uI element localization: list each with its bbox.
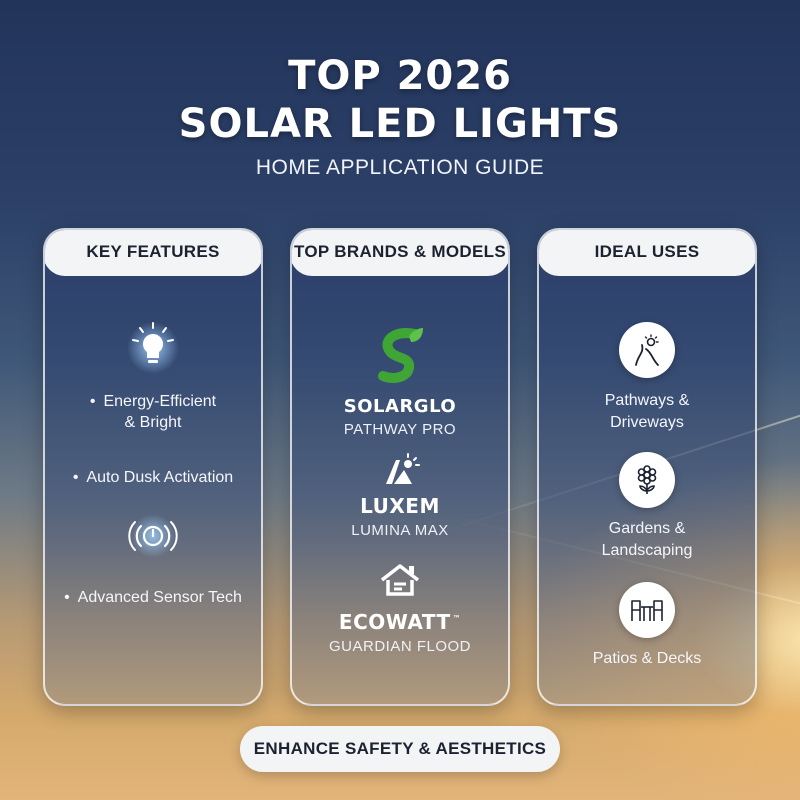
use-text: Pathways & <box>604 392 690 409</box>
use-gardens: Gardens & Landscaping <box>539 518 755 562</box>
feature-auto-dusk: • Auto Dusk Activation <box>45 467 261 488</box>
brand-name: LUXEM <box>360 494 440 518</box>
lightbulb-icon <box>45 318 261 379</box>
panel-heading: TOP BRANDS & MODELS <box>292 230 508 276</box>
panel-heading: IDEAL USES <box>539 230 755 276</box>
feature-energy-efficient: • Energy-Efficient & Bright <box>45 391 261 433</box>
brand-ecowatt: ECOWATT ™ GUARDIAN FLOOD <box>292 610 508 655</box>
feature-text: Energy-Efficient <box>103 393 217 410</box>
brand-model: PATHWAY PRO <box>343 421 457 438</box>
brand-name: ECOWATT <box>338 610 451 634</box>
use-patios: Patios & Decks <box>539 648 755 670</box>
flower-icon <box>619 452 675 508</box>
title-line-2: SOLAR LED LIGHTS <box>178 101 622 147</box>
trademark-mark: ™ <box>452 614 462 624</box>
sensor-icon <box>45 512 261 565</box>
pathway-icon <box>619 322 675 378</box>
subtitle: HOME APPLICATION GUIDE <box>255 156 545 179</box>
use-text: Landscaping <box>601 542 693 559</box>
feature-text: Auto Dusk Activation <box>86 469 234 486</box>
use-pathways: Pathways & Driveways <box>539 390 755 434</box>
brand-name: SOLARGLO <box>343 396 457 417</box>
ideal-uses-panel: IDEAL USES Pathways & Driveways <box>537 228 757 706</box>
brand-solarglo: SOLARGLO PATHWAY PRO <box>292 396 508 438</box>
use-text: Driveways <box>610 414 684 431</box>
feature-text: & Bright <box>124 414 182 431</box>
brand-luxem: LUXEM LUMINA MAX <box>292 494 508 539</box>
brands-panel: TOP BRANDS & MODELS SOLARGLO PATHWAY PRO… <box>290 228 510 706</box>
sun-panel-logo <box>292 452 508 493</box>
footer-pill: ENHANCE SAFETY & AESTHETICS <box>240 726 560 772</box>
brand-model: LUMINA MAX <box>351 522 449 539</box>
feature-text: Advanced Sensor Tech <box>77 589 242 606</box>
key-features-panel: KEY FEATURES • Energy-Efficient & Brigh <box>43 228 263 706</box>
panel-heading: KEY FEATURES <box>45 230 261 276</box>
title-line-1: TOP 2026 <box>288 53 512 99</box>
bullet-icon: • <box>89 393 96 410</box>
leaf-s-logo <box>292 326 508 391</box>
use-text: Patios & Decks <box>592 650 702 667</box>
use-text: Gardens & <box>608 520 686 537</box>
header: TOP 2026 SOLAR LED LIGHTS HOME APPLICATI… <box>0 52 800 180</box>
patio-furniture-icon <box>619 582 675 638</box>
house-logo <box>292 560 508 605</box>
feature-sensor-tech: • Advanced Sensor Tech <box>45 587 261 608</box>
bullet-icon: • <box>64 589 70 606</box>
bullet-icon: • <box>72 469 79 486</box>
brand-model: GUARDIAN FLOOD <box>328 638 471 655</box>
